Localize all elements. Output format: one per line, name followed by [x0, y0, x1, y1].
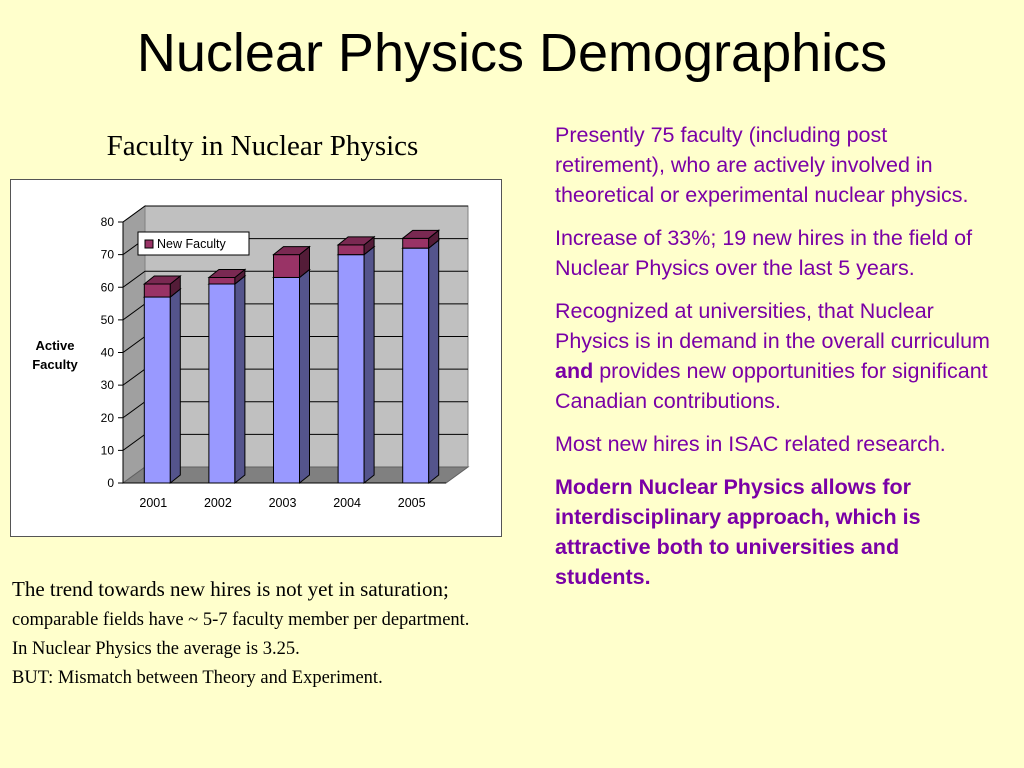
- bar-new-faculty-front: [402, 237, 430, 249]
- bar-active-faculty-side: [169, 287, 181, 485]
- y-tick-label: 60: [101, 280, 115, 294]
- trend-note-detail: comparable fields have ~ 5-7 faculty mem…: [12, 610, 470, 659]
- bullet-recognition-post: provides new opportunities for significa…: [555, 359, 988, 413]
- bar-chart: 0 10 20 30 40 50 60 70 80 2001 2002 2003 2004 2005 New…: [101, 205, 470, 510]
- y-axis-label-line-1: Active: [35, 338, 75, 353]
- bar-active-faculty-side: [299, 268, 310, 485]
- y-axis-label: Active Faculty: [25, 336, 85, 374]
- y-tick-label: 50: [101, 313, 115, 327]
- bar-active-faculty-front: [273, 276, 300, 484]
- bar-active-faculty-front: [143, 296, 171, 484]
- y-tick-label: 20: [101, 411, 115, 425]
- bar-new-faculty-top: [401, 229, 441, 239]
- chart-frame: 0 10 20 30 40 50 60 70 80 2001 2002 2003 2004 2005 New…: [10, 179, 502, 537]
- bullet-recognition-and: and: [555, 359, 594, 383]
- bullet-list: Presently 75 faculty (including post ret…: [555, 120, 1000, 605]
- bullet-increase: Increase of 33%; 19 new hires in the fie…: [555, 226, 973, 280]
- y-tick-label: 30: [101, 378, 115, 392]
- y-axis-label-line-2: Faculty: [32, 357, 78, 372]
- gridline: [122, 205, 468, 223]
- bullet-interdisciplinary-text: Modern Nuclear Physics allows for interd…: [555, 475, 921, 589]
- bar-active-faculty-side: [428, 239, 440, 485]
- bar-new-faculty-front: [337, 244, 365, 256]
- bar-active-faculty-front: [402, 247, 430, 484]
- x-tick-label: 2004: [333, 496, 361, 510]
- bullet-faculty-count: Presently 75 faculty (including post ret…: [555, 123, 969, 207]
- bullet-interdisciplinary: Modern Nuclear Physics allows for interd…: [555, 472, 1000, 592]
- bar-new-faculty-front: [143, 283, 171, 298]
- x-tick-label: 2003: [269, 496, 297, 510]
- bar-new-faculty-top: [336, 236, 376, 246]
- x-tick-label: 2001: [139, 496, 167, 510]
- y-tick-label: 40: [101, 346, 115, 360]
- bar-new-faculty-top: [272, 246, 311, 256]
- bar-active-faculty-front: [208, 283, 236, 484]
- bullet-isac: Most new hires in ISAC related research.: [555, 432, 946, 456]
- bar-new-faculty-front: [273, 254, 300, 278]
- bar-active-faculty-front: [337, 254, 365, 484]
- legend-box: [137, 231, 250, 256]
- trend-note-lead: The trend towards new hires is not yet i…: [12, 577, 449, 601]
- y-tick-label: 80: [101, 215, 115, 229]
- bar-active-faculty-side: [234, 274, 246, 485]
- y-tick-label: 70: [101, 248, 115, 262]
- trend-note: The trend towards new hires is not yet i…: [12, 575, 482, 693]
- bar-active-faculty-side: [363, 245, 375, 485]
- slide-title: Nuclear Physics Demographics: [136, 23, 888, 83]
- bar-new-faculty-front: [208, 276, 236, 285]
- x-tick-label: 2002: [204, 496, 232, 510]
- bar-new-faculty-top: [142, 275, 182, 285]
- y-tick-label: 0: [107, 476, 114, 490]
- bar-new-faculty-top: [207, 268, 247, 278]
- legend-label: New Faculty: [157, 237, 227, 251]
- legend-swatch: [144, 239, 154, 249]
- trend-note-mismatch: BUT: Mismatch between Theory and Experim…: [12, 668, 383, 688]
- x-tick-label: 2005: [398, 496, 426, 510]
- chart-heading: Faculty in Nuclear Physics: [106, 130, 419, 162]
- bullet-recognition: Recognized at universities, that Nuclear…: [555, 296, 1000, 416]
- bullet-recognition-pre: Recognized at universities, that Nuclear…: [555, 299, 990, 353]
- y-tick-label: 10: [101, 443, 115, 457]
